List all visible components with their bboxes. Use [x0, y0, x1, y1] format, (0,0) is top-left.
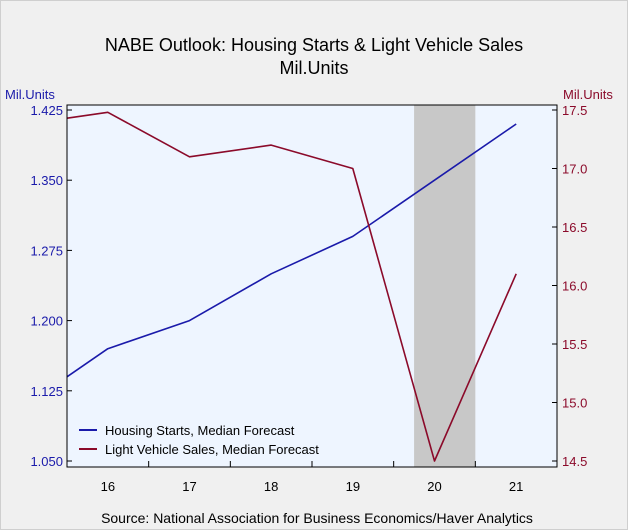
x-axis-tick-label: 20 [427, 479, 441, 494]
shaded-period [414, 105, 476, 467]
right-axis-tick-label: 15.0 [562, 396, 587, 411]
x-axis-tick-label: 19 [346, 479, 360, 494]
left-axis-tick-label: 1.200 [30, 314, 63, 329]
x-axis-tick-label: 18 [264, 479, 278, 494]
left-axis-unit-label: Mil.Units [5, 87, 55, 102]
left-axis-tick-label: 1.125 [30, 384, 63, 399]
light-vehicle-sales-line [66, 111, 517, 462]
chart-title: NABE Outlook: Housing Starts & Light Veh… [105, 35, 523, 55]
x-axis-tick-label: 16 [101, 479, 115, 494]
source-note: Source: National Association for Busines… [101, 510, 533, 526]
right-axis-tick-label: 14.5 [562, 454, 587, 469]
housing-starts-line [66, 123, 517, 378]
left-axis-tick-label: 1.275 [30, 243, 63, 258]
chart-subtitle: Mil.Units [279, 58, 348, 78]
plot-area [67, 105, 557, 467]
left-axis-tick-label: 1.425 [30, 103, 63, 118]
legend-label-housing-starts: Housing Starts, Median Forecast [105, 423, 295, 438]
right-axis-tick-label: 15.5 [562, 337, 587, 352]
x-axis-tick-label: 21 [509, 479, 523, 494]
legend-label-light-vehicle-sales: Light Vehicle Sales, Median Forecast [105, 442, 319, 457]
right-axis-tick-label: 17.5 [562, 103, 587, 118]
left-axis-tick-label: 1.050 [30, 454, 63, 469]
right-axis-tick-label: 16.0 [562, 279, 587, 294]
left-axis-tick-label: 1.350 [30, 173, 63, 188]
right-axis-unit-label: Mil.Units [563, 87, 613, 102]
right-axis-tick-label: 17.0 [562, 162, 587, 177]
x-axis-tick-label: 17 [182, 479, 196, 494]
legend: Housing Starts, Median Forecast Light Ve… [79, 423, 319, 457]
right-axis-tick-label: 16.5 [562, 220, 587, 235]
